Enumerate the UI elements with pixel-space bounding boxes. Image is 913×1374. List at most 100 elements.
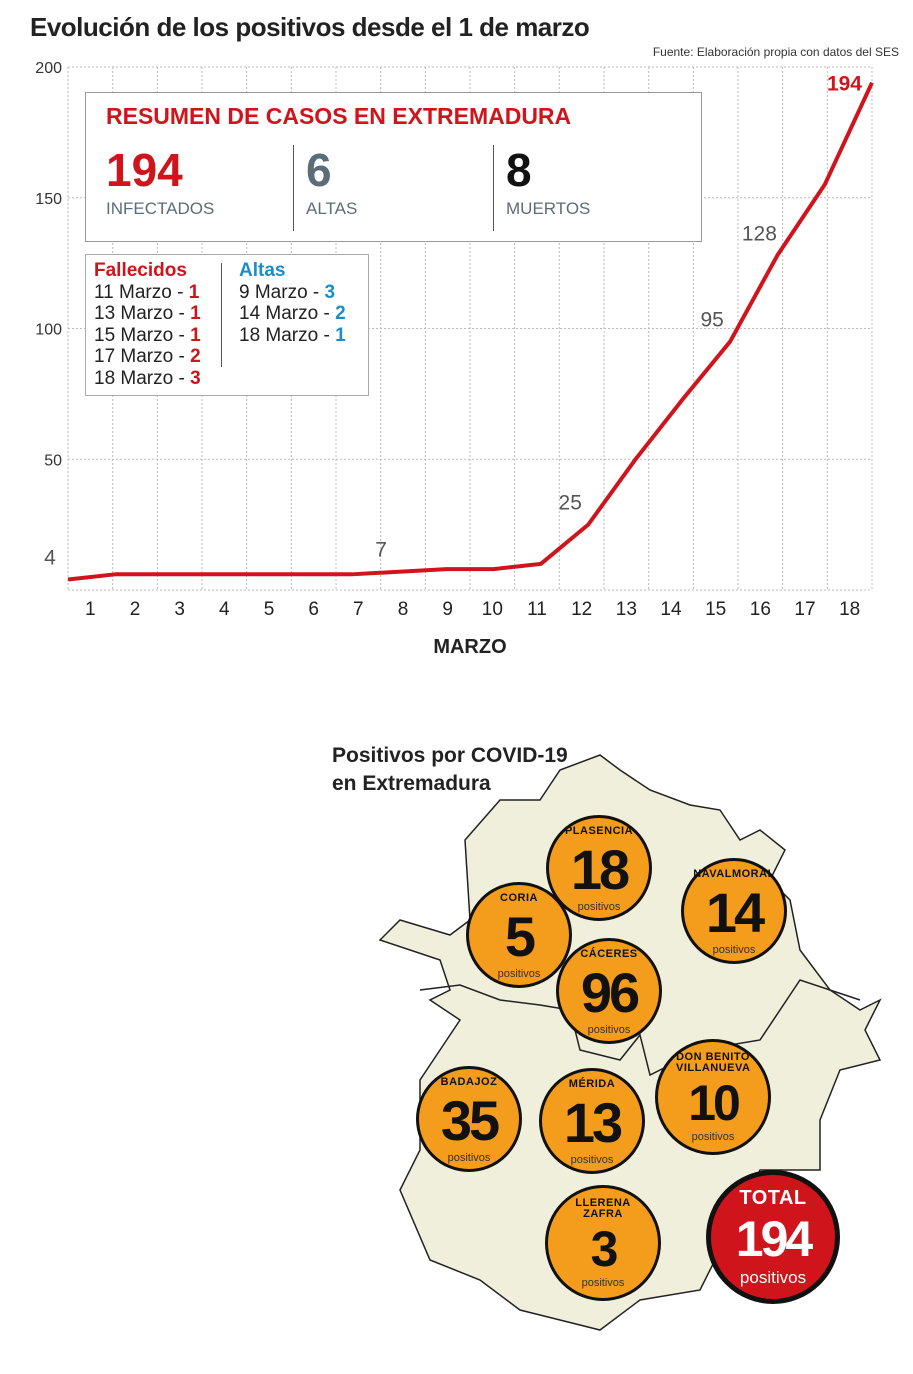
area-coria: CORIA 5 positivos [466, 882, 572, 988]
data-label: 7 [375, 539, 387, 562]
area-llerena-zafra: LLERENA ZAFRA 3 positivos [545, 1185, 661, 1301]
total-unit: positivos [739, 1268, 807, 1287]
list-item: 9 Marzo - 3 [239, 281, 336, 303]
list-item: 17 Marzo - 2 [94, 346, 201, 367]
map-title: Positivos por COVID-19 en Extremadura [332, 742, 568, 798]
area-unit: positivos [577, 901, 621, 913]
altas-title: Altas [239, 260, 286, 281]
x-tick-label: 14 [660, 599, 682, 620]
y-tick-label: 100 [35, 322, 62, 339]
stat-altas: 6 ALTAS [306, 143, 496, 233]
area-unit: positivos [587, 1024, 631, 1036]
area-value: 96 [580, 961, 640, 1024]
area-name: CÁCERES [580, 948, 638, 960]
area-unit: positivos [712, 944, 756, 956]
y-tick-label: 150 [35, 191, 62, 208]
stat-label: MUERTOS [506, 199, 591, 218]
x-axis-label: MARZO [433, 636, 506, 658]
x-tick-label: 3 [174, 599, 185, 620]
x-tick-label: 18 [839, 599, 860, 620]
x-tick-label: 10 [482, 599, 503, 620]
area-name: NAVALMORAL [693, 868, 775, 880]
divider [221, 263, 222, 367]
y-tick-label: 50 [44, 452, 62, 469]
stat-label: ALTAS [306, 199, 358, 218]
total-badge: TOTAL 194 positivos [706, 1170, 840, 1304]
area-unit: positivos [497, 968, 541, 980]
area-unit: positivos [570, 1154, 614, 1166]
x-tick-label: 13 [616, 599, 637, 620]
x-tick-label: 1 [85, 599, 96, 620]
data-label: 4 [44, 547, 56, 570]
list-item: 13 Marzo - 1 [94, 303, 201, 324]
area-don-benito-villanueva: DON BENITO VILLANUEVA 10 positivos [655, 1039, 771, 1155]
altas-list: Altas 9 Marzo - 3 14 Marzo - 2 18 Marzo … [239, 260, 346, 346]
list-item: 18 Marzo - 1 [239, 324, 346, 346]
stat-infectados: 194 INFECTADOS [106, 143, 296, 233]
area-value: 5 [504, 905, 536, 968]
area-value: 14 [705, 881, 765, 944]
map-title-line: Positivos por COVID-19 [332, 744, 568, 767]
area-name: MÉRIDA [568, 1078, 616, 1090]
stat-muertos: 8 MUERTOS [506, 143, 696, 233]
list-item: 11 Marzo - 1 [94, 281, 200, 303]
stat-value: 194 [106, 144, 183, 196]
data-label: 194 [827, 73, 862, 96]
area-name: LLERENA ZAFRA [575, 1197, 631, 1220]
total-label: TOTAL [739, 1187, 807, 1209]
x-tick-label: 9 [442, 599, 453, 620]
area-navalmoral: NAVALMORAL 14 positivos [681, 858, 787, 964]
area-unit: positivos [691, 1131, 735, 1143]
x-tick-label: 15 [705, 599, 726, 620]
divider [293, 145, 294, 231]
area-value: 18 [570, 838, 630, 901]
series-line [67, 81, 874, 582]
list-item: 18 Marzo - 3 [94, 367, 201, 389]
x-tick-label: 2 [130, 599, 141, 620]
source-note: Fuente: Elaboración propia con datos del… [652, 45, 899, 59]
area-value: 10 [688, 1075, 741, 1131]
x-tick-label: 7 [353, 599, 364, 620]
x-tick-label: 8 [398, 599, 409, 620]
chart-title: Evolución de los positivos desde el 1 de… [30, 12, 590, 42]
y-tick-label: 200 [35, 60, 62, 77]
divider [493, 145, 494, 231]
area-name: CORIA [500, 892, 538, 904]
summary-title: RESUMEN DE CASOS EN EXTREMADURA [106, 103, 572, 129]
stat-label: INFECTADOS [106, 199, 215, 218]
stat-value: 6 [306, 144, 332, 196]
area-value: 3 [590, 1221, 619, 1277]
total-value: 194 [735, 1211, 813, 1267]
list-item: 15 Marzo - 1 [94, 324, 201, 346]
data-label: 95 [700, 309, 723, 332]
x-tick-label: 5 [264, 599, 275, 620]
area-badajoz: BADAJOZ 35 positivos [416, 1066, 522, 1172]
province-border [419, 979, 861, 1077]
x-tick-label: 16 [750, 599, 771, 620]
fallecidos-title: Fallecidos [94, 260, 187, 281]
area-name: DON BENITO VILLANUEVA [676, 1051, 751, 1074]
x-tick-label: 12 [571, 599, 592, 620]
area-unit: positivos [581, 1277, 625, 1289]
area-unit: positivos [447, 1152, 491, 1164]
x-tick-label: 17 [794, 599, 815, 620]
area-value: 13 [563, 1091, 623, 1154]
list-item: 14 Marzo - 2 [239, 303, 346, 324]
x-tick-label: 4 [219, 599, 230, 620]
stat-value: 8 [506, 144, 532, 196]
area-value: 35 [440, 1089, 500, 1152]
events-legend: Fallecidos 11 Marzo - 1 13 Marzo - 1 15 … [85, 254, 369, 396]
area-plasencia: PLASENCIA 18 positivos [546, 815, 652, 921]
area-caceres: CÁCERES 96 positivos [556, 938, 662, 1044]
summary-box: RESUMEN DE CASOS EN EXTREMADURA 194 INFEC… [85, 92, 702, 242]
area-name: PLASENCIA [564, 825, 634, 837]
x-tick-label: 11 [527, 599, 547, 620]
map-title-line: en Extremadura [332, 772, 491, 795]
area-name: BADAJOZ [440, 1076, 498, 1088]
data-label: 128 [742, 222, 777, 245]
area-merida: MÉRIDA 13 positivos [539, 1068, 645, 1174]
data-label: 25 [559, 492, 582, 515]
x-tick-label: 6 [308, 599, 319, 620]
fallecidos-list: Fallecidos 11 Marzo - 1 13 Marzo - 1 15 … [94, 260, 201, 389]
